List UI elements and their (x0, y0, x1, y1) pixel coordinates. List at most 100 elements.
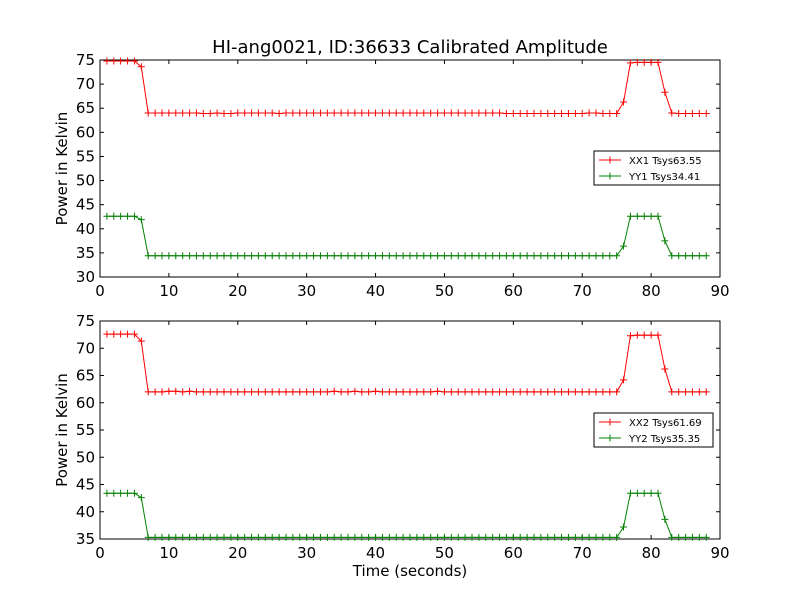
data-point-marker (440, 252, 448, 260)
data-point-marker (482, 388, 490, 396)
data-point-marker (682, 533, 690, 541)
data-point-marker (399, 388, 407, 396)
data-point-marker (489, 252, 497, 260)
data-point-marker (399, 109, 407, 117)
data-point-marker (268, 252, 276, 260)
data-point-marker (523, 388, 531, 396)
data-point-marker (626, 59, 634, 67)
data-point-marker (268, 388, 276, 396)
data-point-marker (599, 533, 607, 541)
data-point-marker (592, 109, 600, 117)
data-point-marker (544, 252, 552, 260)
chart-title: HI-ang0021, ID:36633 Calibrated Amplitud… (212, 37, 608, 58)
data-point-marker (682, 388, 690, 396)
data-point-marker (523, 533, 531, 541)
y-tick-label: 70 (76, 75, 95, 93)
data-point-marker (702, 252, 710, 260)
data-point-marker (682, 252, 690, 260)
data-point-marker (413, 252, 421, 260)
data-point-marker (186, 533, 194, 541)
data-point-marker (179, 252, 187, 260)
data-point-marker (124, 57, 132, 65)
data-point-marker (482, 252, 490, 260)
data-point-marker (165, 387, 173, 395)
data-point-marker (310, 388, 318, 396)
data-point-marker (509, 252, 517, 260)
x-tick-label: 90 (710, 282, 729, 300)
series-yy2 (103, 489, 710, 541)
data-point-marker (275, 533, 283, 541)
data-point-marker (372, 252, 380, 260)
data-point-marker (406, 533, 414, 541)
data-point-marker (296, 533, 304, 541)
legend-label: YY2 Tsys35.35 (628, 434, 700, 445)
data-point-marker (468, 533, 476, 541)
data-point-marker (103, 212, 111, 220)
legend-swatch-marker (606, 418, 614, 426)
data-point-marker (626, 212, 634, 220)
data-point-marker (620, 242, 628, 250)
y-tick-label: 40 (76, 220, 95, 238)
data-point-marker (682, 110, 690, 118)
data-point-marker (289, 533, 297, 541)
data-point-marker (110, 489, 118, 497)
data-point-marker (454, 533, 462, 541)
data-point-marker (206, 252, 214, 260)
data-point-marker (337, 388, 345, 396)
data-point-marker (647, 331, 655, 339)
data-point-marker (254, 533, 262, 541)
data-point-marker (303, 533, 311, 541)
data-point-marker (261, 252, 269, 260)
data-point-marker (227, 533, 235, 541)
legend-label: XX2 Tsys61.69 (629, 418, 702, 429)
data-point-marker (571, 533, 579, 541)
data-point-marker (254, 388, 262, 396)
data-point-marker (310, 252, 318, 260)
data-point-marker (144, 388, 152, 396)
data-point-marker (234, 533, 242, 541)
data-point-marker (316, 109, 324, 117)
data-point-marker (461, 109, 469, 117)
data-point-marker (475, 109, 483, 117)
data-point-marker (489, 109, 497, 117)
data-point-marker (447, 388, 455, 396)
data-point-marker (365, 533, 373, 541)
data-point-marker (213, 252, 221, 260)
data-point-marker (461, 388, 469, 396)
data-point-marker (420, 109, 428, 117)
data-point-marker (461, 533, 469, 541)
data-point-marker (254, 109, 262, 117)
data-point-marker (599, 252, 607, 260)
legend-box (593, 412, 714, 448)
data-point-marker (234, 252, 242, 260)
data-point-marker (220, 110, 228, 118)
data-point-marker (509, 110, 517, 118)
data-point-marker (117, 57, 125, 65)
legend: XX1 Tsys63.55 YY1 Tsys34.41 (593, 150, 721, 186)
data-point-marker (434, 109, 442, 117)
data-point-marker (475, 388, 483, 396)
data-point-marker (509, 388, 517, 396)
data-point-marker (117, 330, 125, 338)
data-point-marker (151, 109, 159, 117)
data-point-marker (206, 388, 214, 396)
data-point-marker (647, 58, 655, 66)
data-point-marker (702, 533, 710, 541)
data-point-marker (606, 252, 614, 260)
y-tick-label: 55 (76, 421, 95, 439)
data-point-marker (103, 330, 111, 338)
data-point-marker (248, 252, 256, 260)
data-point-marker (702, 110, 710, 118)
data-point-marker (675, 388, 683, 396)
data-point-marker (296, 388, 304, 396)
data-point-marker (192, 109, 200, 117)
data-point-marker (413, 388, 421, 396)
series-xx2 (103, 330, 710, 396)
data-point-marker (179, 109, 187, 117)
data-point-marker (516, 388, 524, 396)
data-point-marker (137, 63, 145, 71)
data-point-marker (344, 388, 352, 396)
data-point-marker (482, 533, 490, 541)
data-point-marker (537, 388, 545, 396)
